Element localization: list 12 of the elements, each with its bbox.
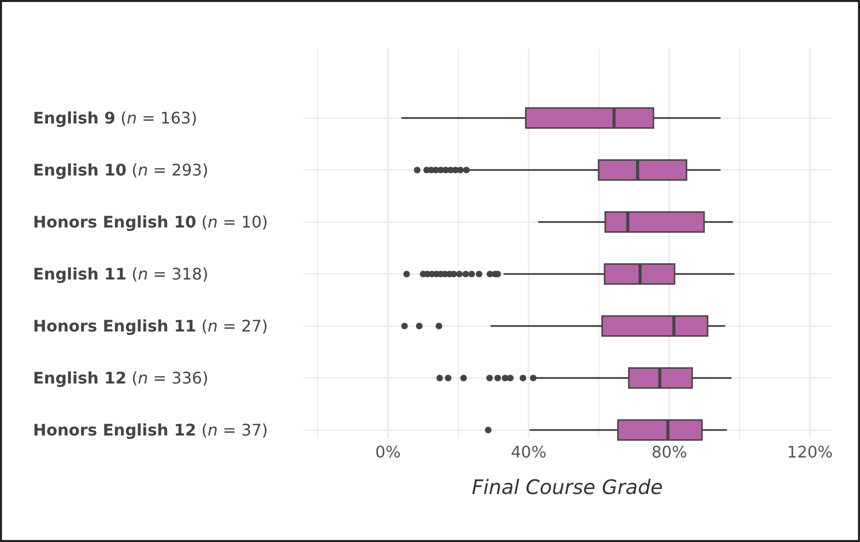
x-tick-label: 120% [787, 442, 833, 462]
x-axis-title: Final Course Grade [472, 475, 663, 499]
x-tick-label: 0% [375, 442, 401, 462]
y-tick-label: English 12 (n = 336) [33, 368, 208, 388]
x-tick-label: 40% [510, 442, 546, 462]
y-tick-label: Honors English 11 (n = 27) [33, 316, 268, 336]
y-tick-label: English 10 (n = 293) [33, 160, 208, 180]
y-tick-label: Honors English 12 (n = 37) [33, 420, 268, 440]
y-tick-label: English 11 (n = 318) [33, 264, 208, 284]
y-tick-label: English 9 (n = 163) [33, 108, 198, 128]
x-tick-label: 80% [651, 442, 688, 462]
y-tick-label: Honors English 10 (n = 10) [33, 212, 268, 232]
